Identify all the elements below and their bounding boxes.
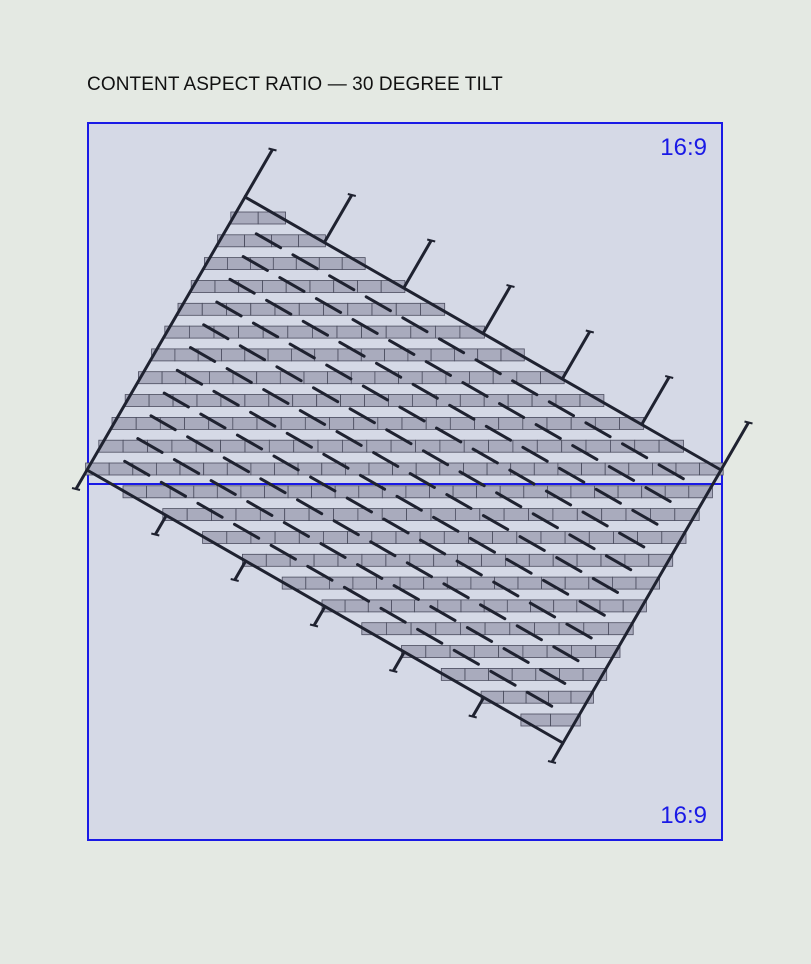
top-ratio-label: 16:9: [660, 134, 707, 161]
ray-tick: [744, 420, 753, 425]
content-frame: [87, 122, 723, 841]
frame-divider: [87, 483, 723, 485]
top-ray: [719, 421, 750, 471]
ray-tick: [71, 487, 81, 491]
page-title: CONTENT ASPECT RATIO — 30 DEGREE TILT: [87, 74, 503, 95]
bottom-ray: [74, 469, 89, 490]
bottom-ratio-label: 16:9: [660, 802, 707, 829]
